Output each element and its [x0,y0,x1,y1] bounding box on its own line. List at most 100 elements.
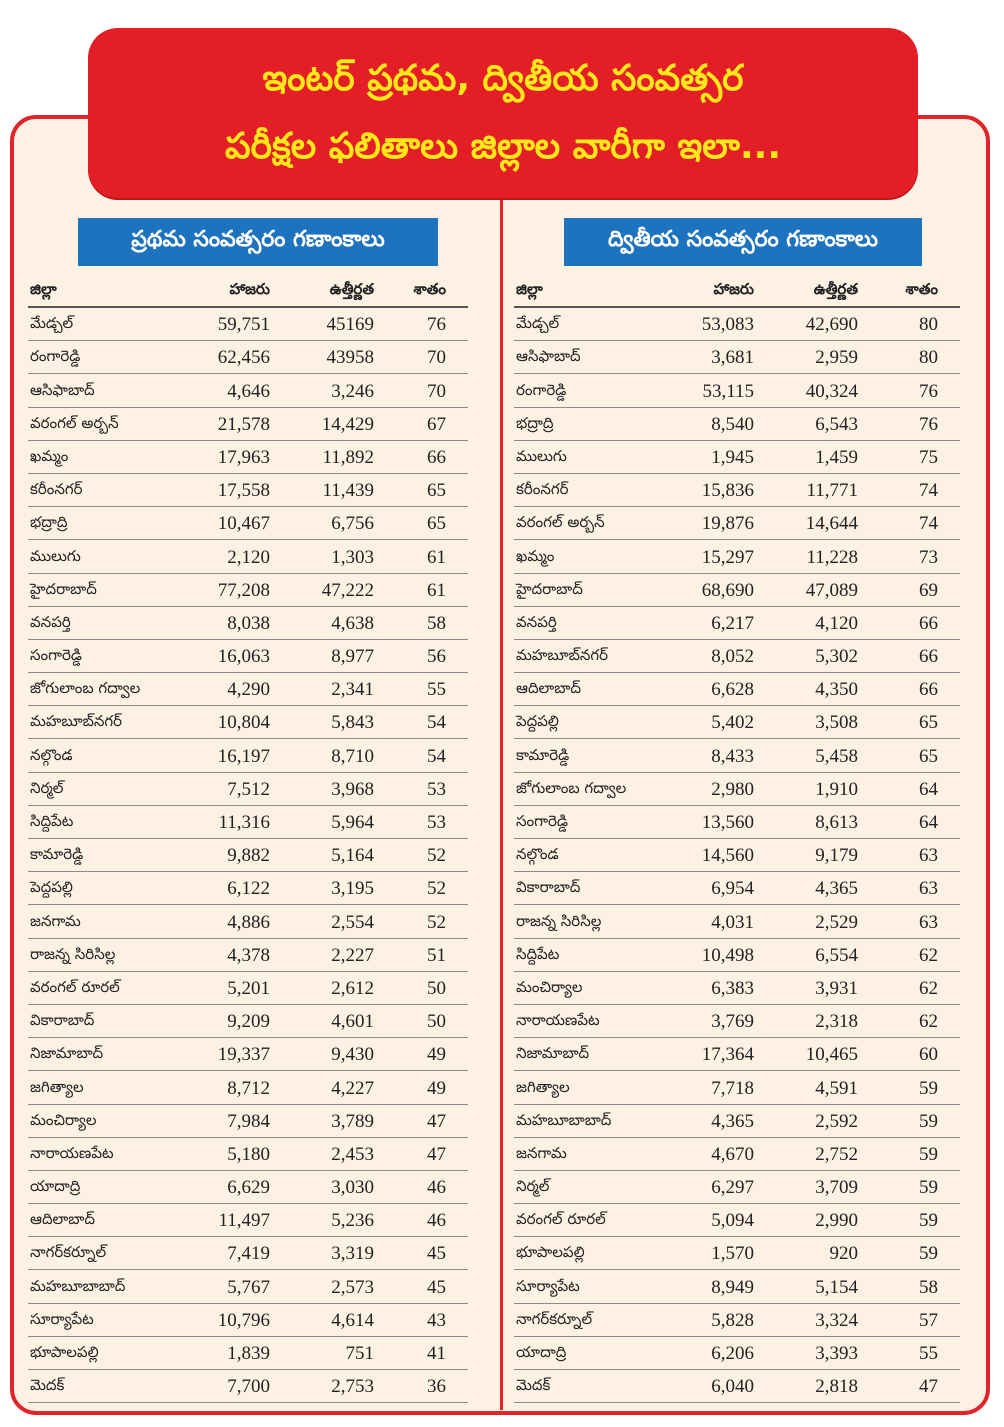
table-row: సూర్యాపేట 8,949 5,154 58 [514,1270,960,1304]
cell-percent: 47 [427,1143,446,1165]
table-row: కామారెడ్డి 8,433 5,458 65 [514,739,960,773]
cell-passed: 3,789 [331,1110,374,1132]
cell-percent: 64 [919,812,938,833]
cell-appeared: 3,769 [711,1011,754,1033]
cell-appeared: 7,718 [711,1077,754,1099]
cell-percent: 76 [919,413,938,435]
cell-percent: 59 [919,1077,938,1099]
table-row: వికారాబాద్ 9,209 4,601 50 [28,1005,468,1039]
cell-passed: 2,592 [815,1110,858,1132]
cell-passed: 2,554 [331,911,374,933]
cell-district: జనగామ [30,911,81,930]
cell-appeared: 10,796 [217,1309,270,1331]
cell-passed: 2,573 [331,1276,374,1298]
cell-appeared: 11,497 [218,1210,270,1232]
cell-percent: 52 [427,911,446,933]
cell-percent: 49 [427,1077,446,1099]
cell-percent: 69 [919,579,938,601]
cell-district: సంగారెడ్డి [516,812,568,830]
table-row: సంగారెడ్డి 13,560 8,613 64 [514,806,960,839]
cell-appeared: 1,945 [711,446,754,468]
cell-appeared: 10,467 [217,513,270,535]
column-header-appeared: హాజరు [713,280,754,298]
cell-passed: 11,892 [322,446,374,468]
cell-percent: 61 [427,546,446,568]
cell-percent: 50 [427,1011,446,1033]
table-header-row: జిల్లా హాజరు ఉత్తీర్ణత శాతం [28,278,468,308]
cell-district: మెదక్ [30,1376,65,1395]
cell-percent: 70 [427,347,446,369]
cell-percent: 58 [427,612,446,634]
cell-passed: 3,195 [331,878,374,900]
cell-percent: 66 [919,612,938,634]
cell-district: మంచిర్యాల [30,1110,97,1129]
cell-percent: 47 [427,1110,446,1132]
cell-percent: 76 [427,314,446,336]
cell-percent: 62 [919,1011,938,1033]
cell-appeared: 19,337 [217,1044,270,1066]
cell-district: వనపర్తి [30,612,71,631]
cell-appeared: 15,297 [701,546,754,568]
cell-appeared: 4,646 [227,380,270,402]
cell-district: ఆదిలాబాద్ [30,1210,95,1229]
cell-passed: 11,228 [806,546,858,568]
cell-district: రంగారెడ్డి [516,380,567,399]
cell-appeared: 5,094 [711,1210,754,1232]
table-row: హైదరాబాద్ 68,690 47,089 69 [514,574,960,607]
cell-passed: 6,756 [331,513,374,535]
table-row: ఖమ్మం 17,963 11,892 66 [28,441,468,474]
cell-appeared: 16,197 [217,745,270,767]
table-row: వరంగల్ అర్బన్ 21,578 14,429 67 [28,408,468,441]
cell-district: మేడ్చల్ [30,314,74,333]
table-row: సిద్దిపేట 10,498 6,554 62 [514,939,960,972]
cell-passed: 3,709 [815,1177,858,1199]
cell-percent: 49 [427,1044,446,1066]
cell-district: నిజామాబాద్ [30,1044,104,1063]
cell-percent: 54 [427,745,446,767]
cell-percent: 47 [919,1376,938,1398]
table-row: నల్గొండ 16,197 8,710 54 [28,739,468,773]
cell-passed: 4,638 [331,612,374,634]
cell-passed: 40,324 [805,380,858,402]
cell-passed: 3,393 [815,1343,858,1364]
cell-appeared: 53,083 [701,314,754,336]
title-line-2: పరీక్షల ఫలితాలు జిల్లాల వారీగా ఇలా... [225,126,781,167]
cell-percent: 54 [427,712,446,734]
cell-district: యాదాద్రి [516,1343,567,1361]
cell-appeared: 4,031 [711,911,754,933]
table-row: భద్రాద్రి 10,467 6,756 65 [28,507,468,541]
cell-percent: 74 [919,480,938,502]
cell-appeared: 59,751 [217,314,270,336]
cell-passed: 2,529 [815,911,858,933]
cell-appeared: 2,980 [711,778,754,800]
table-row: నిర్మల్ 7,512 3,968 53 [28,773,468,806]
table-row: నారాయణపేట 3,769 2,318 62 [514,1005,960,1039]
cell-appeared: 6,206 [711,1343,754,1364]
cell-appeared: 7,512 [227,778,270,800]
cell-passed: 11,771 [806,480,858,502]
cell-percent: 66 [919,646,938,668]
column-header-percent: శాతం [413,280,446,298]
table-row: జోగులాంబ గద్వాల 2,980 1,910 64 [514,773,960,806]
cell-district: వరంగల్ రూరల్ [30,977,120,996]
cell-appeared: 8,038 [227,612,270,634]
cell-district: మహబూబాబాద్ [30,1276,126,1295]
cell-district: మహబూబ్‌నగర్ [516,646,609,665]
cell-appeared: 8,433 [711,745,754,767]
table-row: మహబూబాబాద్ 5,767 2,573 45 [28,1270,468,1304]
cell-passed: 5,843 [331,712,374,734]
cell-percent: 45 [427,1243,446,1265]
cell-percent: 80 [919,314,938,336]
cell-appeared: 15,836 [701,480,754,502]
cell-passed: 4,350 [815,679,858,701]
cell-district: ఆదిలాబాద్ [516,679,581,698]
cell-appeared: 10,804 [217,712,270,734]
cell-appeared: 5,402 [711,712,754,734]
cell-district: రాజన్న సిరిసిల్ల [516,911,602,930]
table-row: ఆదిలాబాద్ 6,628 4,350 66 [514,673,960,707]
cell-passed: 2,752 [815,1143,858,1165]
cell-percent: 57 [919,1309,938,1331]
cell-percent: 51 [427,944,446,966]
cell-appeared: 2,120 [227,546,270,568]
cell-district: ఆసిఫాబాద్ [516,347,581,366]
